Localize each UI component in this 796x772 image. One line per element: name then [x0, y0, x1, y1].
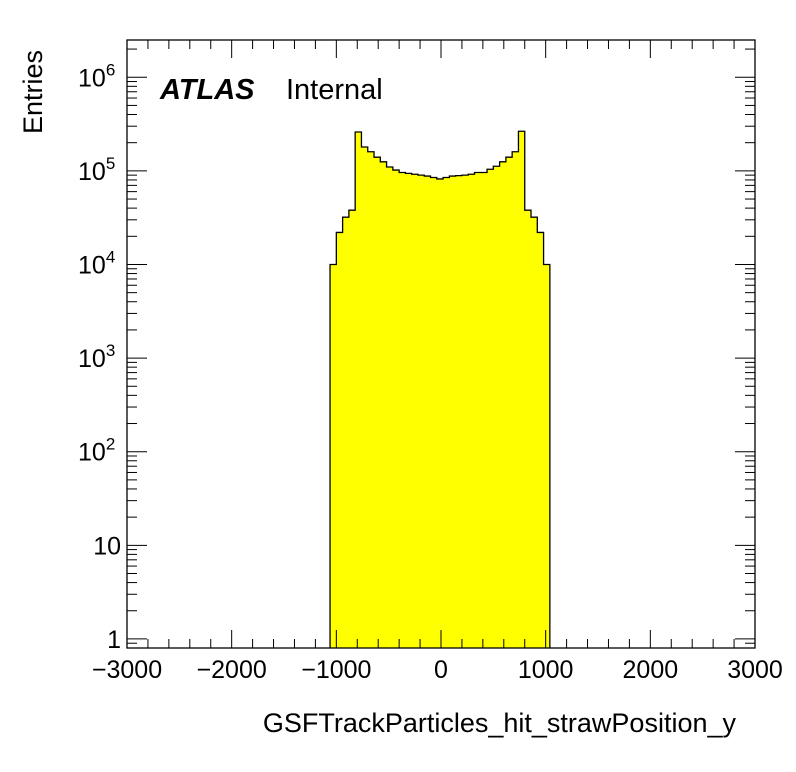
- y-tick-label: 102: [78, 435, 115, 467]
- histogram-bin: [493, 166, 501, 648]
- histogram-bin: [399, 172, 406, 648]
- x-tick-labels: −3000 −2000 −1000 0 1000 2000 3000: [92, 656, 783, 684]
- histogram-bin: [330, 264, 337, 648]
- histogram-bin: [386, 166, 394, 648]
- x-axis-title: GSFTrackParticles_hit_strawPosition_y: [263, 708, 737, 738]
- y-tick-labels: 1 10 102 103 104 105 106: [78, 60, 121, 654]
- y-axis-title: Entries: [18, 50, 48, 134]
- x-tick-label: −3000: [92, 656, 162, 684]
- histogram-bin: [505, 157, 513, 648]
- x-tick-label: 0: [434, 656, 448, 684]
- histogram-bin: [487, 169, 494, 648]
- x-tick-label: 1000: [518, 656, 574, 684]
- y-tick-label: 1: [107, 626, 121, 654]
- x-tick-label: 2000: [623, 656, 679, 684]
- histogram-bin: [461, 175, 469, 648]
- histogram-bin: [367, 151, 375, 648]
- histogram-bin: [480, 172, 488, 648]
- x-tick-label: −1000: [301, 656, 371, 684]
- histogram-bin: [474, 172, 482, 648]
- histogram-bin: [499, 161, 507, 648]
- histogram-bin: [361, 146, 369, 648]
- histogram-bin: [537, 232, 545, 649]
- histogram-bin: [355, 132, 362, 649]
- histogram-bin: [455, 175, 463, 648]
- histogram-bin: [449, 176, 457, 649]
- histogram-bin: [424, 176, 432, 649]
- histogram-bin: [468, 174, 475, 648]
- axis-ticks: [126, 40, 756, 649]
- histogram-bin: [336, 232, 344, 649]
- histogram-bin: [443, 177, 450, 649]
- y-tick-label: 103: [78, 341, 115, 373]
- histogram-bin: [374, 157, 381, 648]
- histogram-bin: [392, 170, 400, 648]
- histogram-bin: [543, 264, 551, 648]
- histogram-bin: [405, 173, 413, 648]
- histogram-bin: [518, 131, 526, 649]
- histogram-bin: [380, 161, 388, 648]
- histogram-bars: [330, 131, 551, 649]
- histogram-bin: [411, 174, 419, 648]
- histogram-bin: [436, 178, 444, 648]
- histogram-bin: [512, 151, 519, 648]
- histogram-bin: [417, 175, 425, 648]
- histogram-bin: [430, 177, 438, 649]
- y-tick-label: 105: [78, 154, 115, 186]
- histogram-bin: [348, 210, 356, 649]
- atlas-label: ATLAS: [159, 74, 255, 106]
- histogram-outline: [329, 130, 551, 648]
- x-tick-label: 3000: [727, 656, 783, 684]
- y-tick-label: 104: [78, 247, 115, 279]
- y-tick-label: 106: [78, 60, 115, 92]
- x-tick-label: −2000: [197, 656, 267, 684]
- histogram-bin: [531, 217, 538, 648]
- internal-label: Internal: [286, 74, 383, 106]
- histogram-bin: [342, 217, 350, 648]
- y-tick-label: 10: [93, 532, 121, 560]
- histogram-bin: [524, 210, 532, 649]
